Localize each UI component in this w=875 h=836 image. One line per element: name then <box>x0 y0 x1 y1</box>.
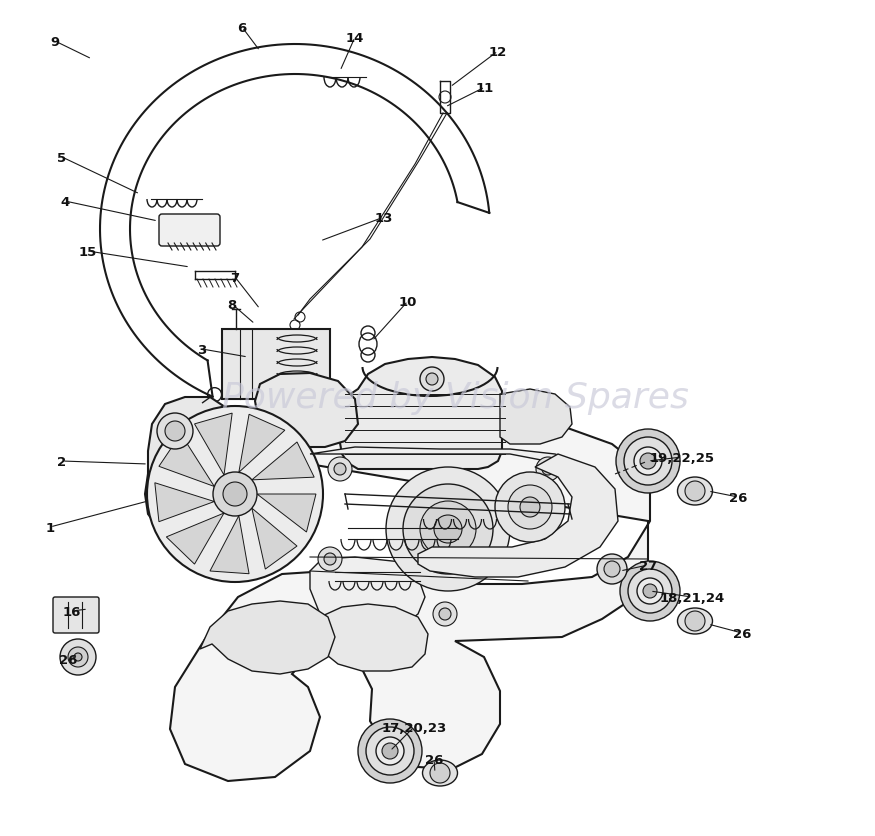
Circle shape <box>520 497 540 517</box>
Circle shape <box>439 609 451 620</box>
Circle shape <box>74 653 82 661</box>
Circle shape <box>434 515 462 543</box>
Circle shape <box>147 406 323 583</box>
Circle shape <box>640 453 656 470</box>
Polygon shape <box>315 604 428 671</box>
Circle shape <box>685 611 705 631</box>
Text: 15: 15 <box>79 245 97 258</box>
Circle shape <box>334 463 346 476</box>
Polygon shape <box>194 414 232 476</box>
Bar <box>222 329 330 400</box>
Circle shape <box>685 482 705 502</box>
Circle shape <box>60 640 96 675</box>
Text: 18,21,24: 18,21,24 <box>660 591 724 604</box>
FancyBboxPatch shape <box>159 215 220 247</box>
Text: 26: 26 <box>425 752 444 766</box>
Polygon shape <box>340 358 502 470</box>
Polygon shape <box>252 442 314 481</box>
Circle shape <box>536 457 560 482</box>
Text: 16: 16 <box>63 604 81 618</box>
Circle shape <box>213 472 257 517</box>
Circle shape <box>223 482 247 507</box>
Text: 4: 4 <box>60 196 70 208</box>
Text: Powered by Vision Spares: Powered by Vision Spares <box>221 380 689 414</box>
Circle shape <box>604 561 620 578</box>
Polygon shape <box>418 455 618 578</box>
Circle shape <box>430 763 450 783</box>
Circle shape <box>328 457 352 482</box>
Circle shape <box>643 584 657 599</box>
Text: 5: 5 <box>58 151 66 165</box>
Polygon shape <box>166 513 224 564</box>
Polygon shape <box>252 508 297 569</box>
Circle shape <box>495 472 565 543</box>
Polygon shape <box>257 494 316 533</box>
Text: 1: 1 <box>46 521 54 534</box>
Circle shape <box>403 484 493 574</box>
Circle shape <box>382 743 398 759</box>
Circle shape <box>366 727 414 775</box>
Circle shape <box>358 719 422 783</box>
Text: 14: 14 <box>346 32 364 44</box>
Polygon shape <box>155 483 214 522</box>
Circle shape <box>157 414 193 450</box>
Text: 17,20,23: 17,20,23 <box>382 721 446 734</box>
Text: 7: 7 <box>230 271 240 284</box>
Circle shape <box>597 554 627 584</box>
Circle shape <box>536 553 548 565</box>
Circle shape <box>542 463 554 476</box>
Text: 10: 10 <box>399 295 417 308</box>
Text: 8: 8 <box>228 298 236 311</box>
Circle shape <box>324 553 336 565</box>
Polygon shape <box>200 601 335 674</box>
Text: 9: 9 <box>51 35 60 48</box>
Circle shape <box>628 569 672 614</box>
Polygon shape <box>210 516 249 574</box>
Circle shape <box>433 602 457 626</box>
Text: 2: 2 <box>58 455 66 468</box>
Circle shape <box>637 579 663 604</box>
Polygon shape <box>239 415 285 473</box>
Text: 3: 3 <box>198 343 206 356</box>
FancyBboxPatch shape <box>53 597 99 633</box>
Circle shape <box>426 374 438 385</box>
Circle shape <box>68 647 88 667</box>
Text: 12: 12 <box>489 45 508 59</box>
Circle shape <box>376 737 404 765</box>
Text: 26: 26 <box>59 653 77 665</box>
Polygon shape <box>159 435 214 487</box>
Ellipse shape <box>677 477 712 506</box>
Text: 11: 11 <box>476 81 494 94</box>
Circle shape <box>386 467 510 591</box>
Circle shape <box>624 437 672 486</box>
Text: 13: 13 <box>374 212 393 224</box>
Circle shape <box>634 447 662 476</box>
Circle shape <box>165 421 185 441</box>
Circle shape <box>616 430 680 493</box>
Circle shape <box>530 548 554 571</box>
Ellipse shape <box>423 760 458 786</box>
Ellipse shape <box>677 609 712 635</box>
Text: 19,22,25: 19,22,25 <box>649 451 715 464</box>
Polygon shape <box>145 374 358 532</box>
Text: 26: 26 <box>733 627 751 640</box>
Text: 26: 26 <box>729 491 747 504</box>
Circle shape <box>420 368 444 391</box>
Circle shape <box>620 561 680 621</box>
Polygon shape <box>310 447 605 635</box>
Circle shape <box>318 548 342 571</box>
Circle shape <box>508 486 552 529</box>
Text: 27: 27 <box>639 558 657 572</box>
Polygon shape <box>500 390 572 445</box>
Text: 6: 6 <box>237 22 247 34</box>
Circle shape <box>420 502 476 558</box>
Polygon shape <box>170 410 650 781</box>
